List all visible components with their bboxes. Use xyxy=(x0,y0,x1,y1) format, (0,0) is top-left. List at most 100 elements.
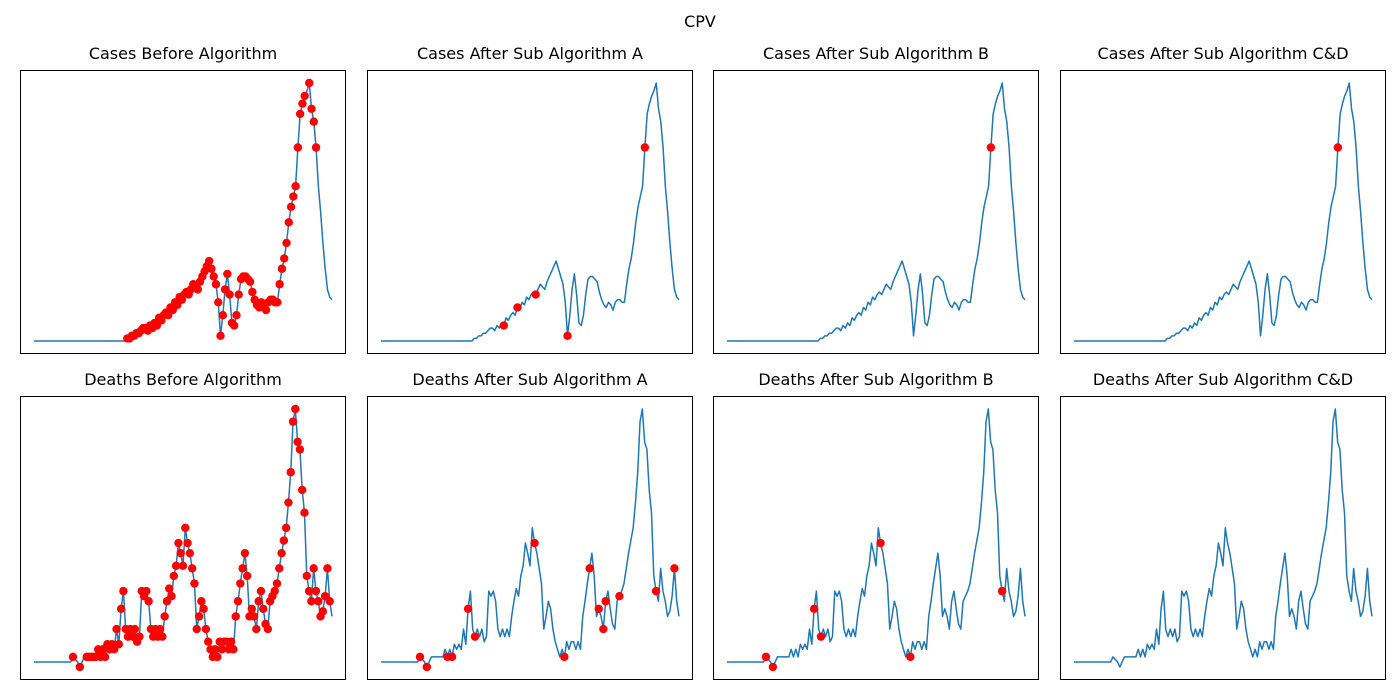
peak-marker xyxy=(291,404,300,414)
peak-marker xyxy=(286,202,296,212)
axes-frame xyxy=(20,70,346,354)
peak-marker xyxy=(816,632,826,641)
series-line xyxy=(1074,82,1373,342)
subplot-axes xyxy=(367,396,693,680)
peak-marker xyxy=(204,256,214,266)
subplot-title: Cases After Sub Algorithm B xyxy=(762,44,990,63)
peak-marker xyxy=(323,564,332,573)
peak-marker xyxy=(284,498,293,507)
peak-marker xyxy=(307,597,316,606)
peak-marker xyxy=(75,662,85,672)
peak-marker xyxy=(245,277,255,286)
peak-marker xyxy=(169,571,179,581)
subplot-axes xyxy=(20,396,346,680)
peak-marker xyxy=(768,662,778,672)
subplot-panel: Cases After Sub Algorithm A xyxy=(367,44,693,354)
peak-marker xyxy=(275,564,284,573)
peak-marker xyxy=(211,280,221,289)
peak-marker xyxy=(214,298,223,307)
peak-marker xyxy=(119,586,128,596)
peak-marker xyxy=(158,632,167,641)
peak-marker xyxy=(209,272,218,281)
peak-marker xyxy=(309,564,318,573)
peak-marker xyxy=(181,523,190,533)
peak-marker xyxy=(183,538,192,548)
peak-marker xyxy=(311,586,321,596)
peak-marker xyxy=(906,652,915,662)
peak-marker xyxy=(288,417,298,426)
subplot-panel: Cases After Sub Algorithm B xyxy=(713,44,1039,354)
axes-frame xyxy=(367,396,693,680)
peak-marker xyxy=(615,591,624,601)
peak-marker xyxy=(289,192,298,201)
peak-marker xyxy=(300,508,309,517)
peak-marker xyxy=(291,182,300,191)
subplot-panel: Deaths After Sub Algorithm B xyxy=(713,370,1039,680)
peak-marker xyxy=(165,584,174,593)
peak-marker xyxy=(809,604,819,614)
peak-marker xyxy=(295,445,305,454)
peak-marker xyxy=(284,218,293,227)
peak-marker xyxy=(282,238,291,248)
peak-marker xyxy=(1333,143,1343,152)
peak-marker xyxy=(144,597,153,606)
peak-marker xyxy=(309,117,318,126)
peak-marker xyxy=(277,548,286,558)
peak-marker xyxy=(325,597,334,606)
peak-marker xyxy=(293,437,302,447)
peak-marker xyxy=(229,645,238,654)
series-line xyxy=(381,408,680,668)
subplot-axes xyxy=(367,70,693,354)
peak-marker xyxy=(232,311,241,320)
peak-marker xyxy=(563,331,572,341)
peak-marker xyxy=(560,652,569,662)
peak-marker xyxy=(171,561,181,571)
peak-marker xyxy=(218,311,228,320)
peak-marker xyxy=(601,597,610,606)
subplot-axes xyxy=(1060,70,1386,354)
peak-marker xyxy=(280,254,289,263)
peak-marker xyxy=(236,579,245,588)
peak-marker xyxy=(254,597,263,606)
peak-marker xyxy=(216,331,225,341)
axes-frame xyxy=(713,70,1039,354)
peak-marker xyxy=(277,264,287,273)
peak-marker xyxy=(259,604,268,614)
peak-marker xyxy=(197,597,206,606)
series-line xyxy=(727,82,1026,342)
peak-marker xyxy=(174,538,183,548)
peak-marker xyxy=(217,645,227,654)
axes-frame xyxy=(1060,396,1386,680)
peak-marker xyxy=(256,586,266,596)
peak-marker xyxy=(470,632,480,641)
series-line xyxy=(34,408,333,668)
peak-marker xyxy=(68,652,78,662)
series-line xyxy=(727,408,1026,668)
peak-marker xyxy=(275,280,284,289)
subplot-title: Cases After Sub Algorithm C&D xyxy=(1097,44,1349,63)
peak-marker xyxy=(252,624,261,634)
peak-marker xyxy=(304,586,314,596)
peak-marker xyxy=(311,143,321,152)
peak-marker xyxy=(204,637,213,646)
subplot-panel: Deaths After Sub Algorithm A xyxy=(367,370,693,680)
peak-marker xyxy=(187,564,197,573)
peak-marker xyxy=(318,607,328,616)
peak-marker xyxy=(233,597,243,606)
axes-frame xyxy=(713,396,1039,680)
peak-marker xyxy=(229,321,239,330)
peak-marker xyxy=(178,561,188,571)
peak-marker xyxy=(670,564,679,573)
peak-marker xyxy=(190,579,199,588)
subplot-axes xyxy=(713,70,1039,354)
peak-marker xyxy=(305,78,314,88)
peak-marker xyxy=(114,640,124,649)
subplot-title: Deaths After Sub Algorithm B xyxy=(758,370,994,389)
subplot-axes xyxy=(713,396,1039,680)
peak-marker xyxy=(199,604,208,614)
peak-marker xyxy=(112,624,121,634)
peak-marker xyxy=(194,612,204,621)
peak-marker xyxy=(876,538,885,548)
subplot-title: Deaths After Sub Algorithm C&D xyxy=(1092,370,1354,389)
peak-marker xyxy=(116,604,126,614)
